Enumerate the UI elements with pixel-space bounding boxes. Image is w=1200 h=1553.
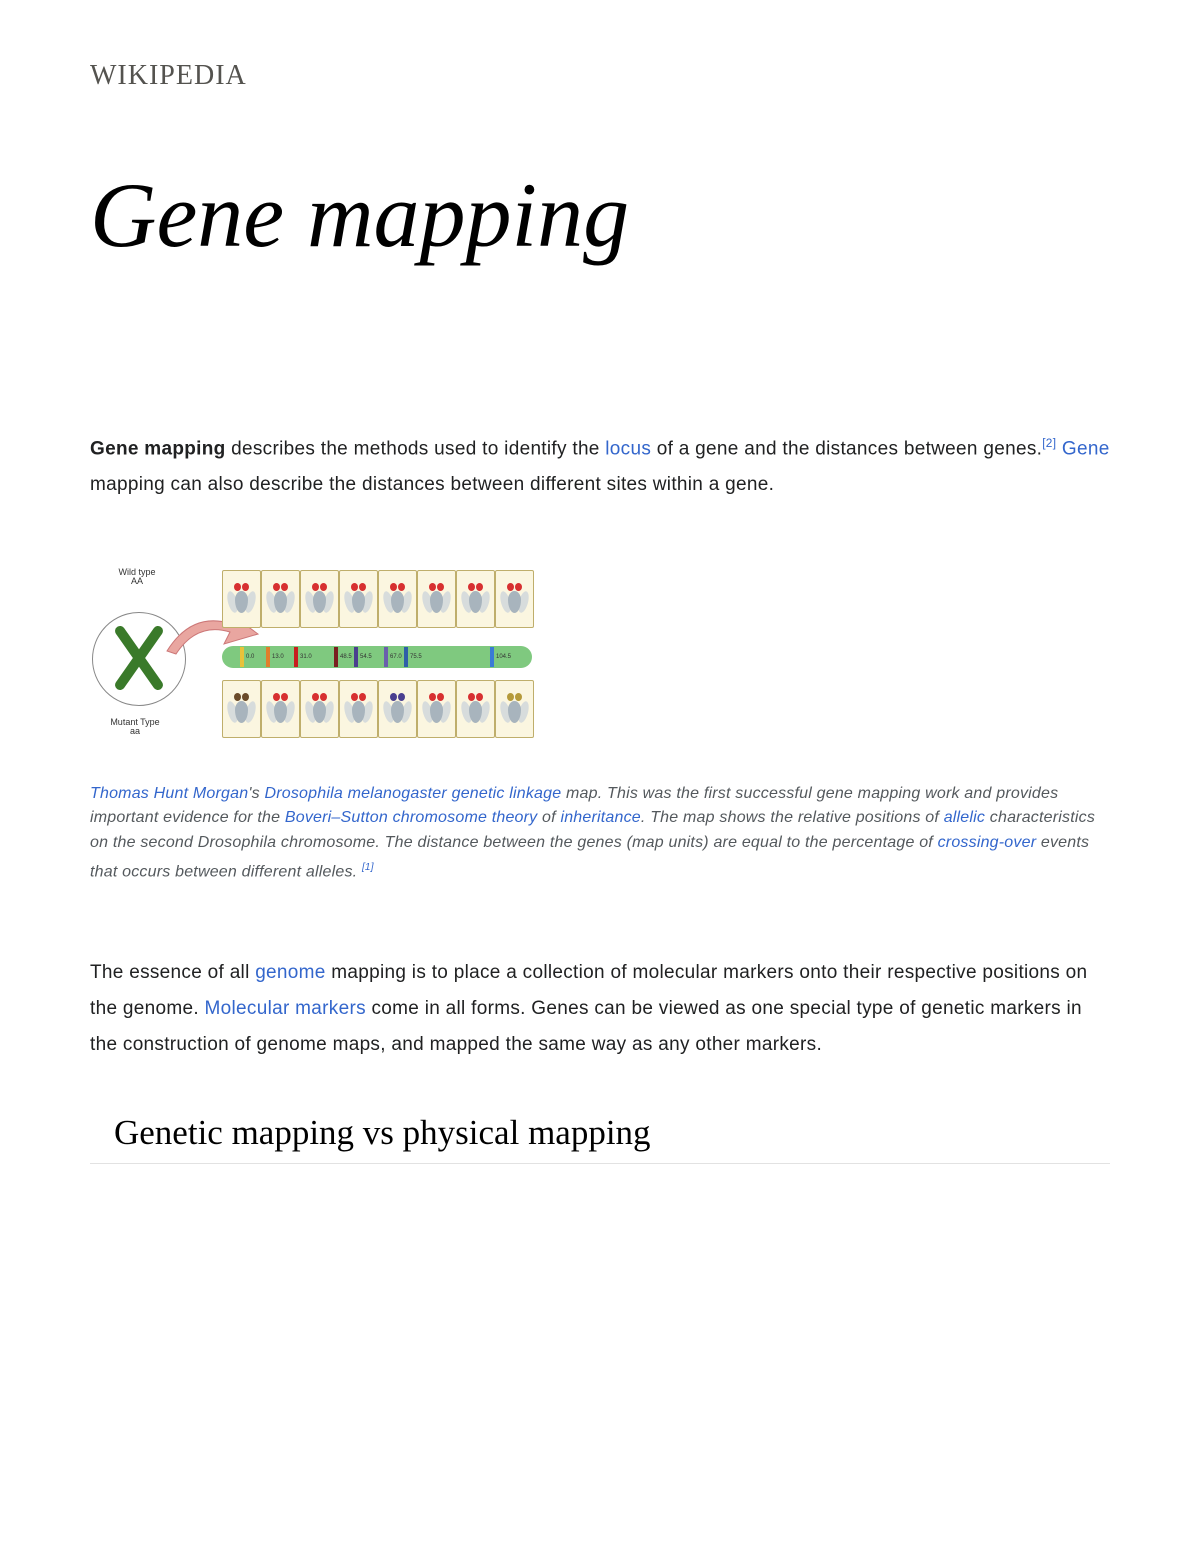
fly-cell (300, 570, 339, 628)
body-paragraph: The essence of all genome mapping is to … (90, 955, 1110, 1063)
link-molecular-markers[interactable]: Molecular markers (205, 998, 366, 1019)
fly-cell (222, 680, 261, 738)
fly-cell (417, 570, 456, 628)
fly-cell (300, 680, 339, 738)
fly-cell (495, 570, 534, 628)
position-tick (384, 647, 388, 667)
intro-bold: Gene mapping (90, 438, 226, 459)
page-container: WIKIPEDIA Gene mapping Gene mapping desc… (0, 0, 1200, 1212)
fly-cell (339, 680, 378, 738)
fly-cell (222, 570, 261, 628)
link-genome[interactable]: genome (255, 962, 325, 983)
position-tick (490, 647, 494, 667)
link-thomas-hunt-morgan[interactable]: Thomas Hunt Morgan (90, 785, 248, 802)
site-logo[interactable]: WIKIPEDIA (90, 60, 1110, 92)
fly-cell (261, 680, 300, 738)
link-genetic-linkage[interactable]: genetic linkage (452, 785, 562, 802)
intro-t4: mapping can also describe the distances … (90, 474, 774, 495)
fly-cell (456, 680, 495, 738)
position-tick (240, 647, 244, 667)
link-gene[interactable]: Gene (1062, 438, 1110, 459)
fly-cell (378, 570, 417, 628)
position-tick (334, 647, 338, 667)
link-inheritance[interactable]: inheritance (560, 809, 640, 826)
intro-paragraph: Gene mapping describes the methods used … (90, 428, 1110, 504)
position-tick (294, 647, 298, 667)
position-tick (354, 647, 358, 667)
fly-cell (261, 570, 300, 628)
position-label: 13.0 (272, 654, 284, 660)
link-crossing-over[interactable]: crossing-over (938, 834, 1037, 851)
link-allelic[interactable]: allelic (944, 809, 985, 826)
link-locus[interactable]: locus (605, 438, 651, 459)
ref-1[interactable]: [1] (362, 862, 374, 873)
figure-image[interactable]: Wild type AA Mutant Type aa 0.0 13.0 31.0 4… (90, 554, 540, 754)
position-tick (404, 647, 408, 667)
section-heading: Genetic mapping vs physical mapping (90, 1113, 1110, 1164)
fly-cell (495, 680, 534, 738)
position-label: 67.0 (390, 654, 402, 660)
ref-2[interactable]: [2] (1042, 436, 1056, 450)
page-title: Gene mapping (90, 162, 1110, 268)
position-label: 0.0 (246, 654, 254, 660)
fly-cell (456, 570, 495, 628)
position-tick (266, 647, 270, 667)
intro-t1: describes the methods used to identify t… (226, 438, 606, 459)
position-label: 75.5 (410, 654, 422, 660)
figure-label-wild: Wild type AA (112, 568, 162, 588)
link-drosophila[interactable]: Drosophila melanogaster (264, 785, 446, 802)
position-label: 104.5 (496, 654, 511, 660)
position-label: 54.5 (360, 654, 372, 660)
position-label: 31.0 (300, 654, 312, 660)
fly-row-bottom (222, 680, 534, 738)
intro-t2: of a gene and the distances between gene… (651, 438, 1042, 459)
fly-row-top (222, 570, 534, 628)
figure-caption: Thomas Hunt Morgan's Drosophila melanoga… (90, 782, 1110, 886)
link-boveri-sutton[interactable]: Boveri–Sutton chromosome theory (285, 809, 538, 826)
position-label: 48.5 (340, 654, 352, 660)
fly-cell (378, 680, 417, 738)
figure: Wild type AA Mutant Type aa 0.0 13.0 31.0 4… (90, 554, 1110, 886)
figure-label-mutant: Mutant Type aa (105, 718, 165, 738)
fly-cell (339, 570, 378, 628)
fly-cell (417, 680, 456, 738)
